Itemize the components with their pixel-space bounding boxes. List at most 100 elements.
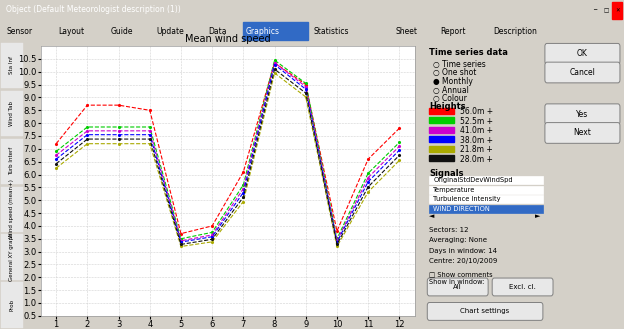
Text: ◄: ◄ <box>429 213 435 219</box>
FancyBboxPatch shape <box>427 278 488 296</box>
Bar <box>590 2 600 19</box>
Text: ○ Colour: ○ Colour <box>433 94 467 103</box>
52.5m <box>271 58 278 62</box>
Text: Turbulence Intensity: Turbulence Intensity <box>433 196 501 202</box>
Text: Sectors: 12: Sectors: 12 <box>429 227 469 233</box>
52.5m <box>333 237 341 241</box>
41.0m <box>84 129 91 133</box>
38.0m <box>302 87 310 91</box>
Line: 38.0m: 38.0m <box>54 63 401 244</box>
Text: □ Show comments: □ Show comments <box>429 271 493 277</box>
28.0m <box>52 162 60 166</box>
Text: Object (Default Meteorologist description (1)): Object (Default Meteorologist descriptio… <box>6 5 181 14</box>
Text: General XY graph: General XY graph <box>9 233 14 281</box>
Text: 38.0m +: 38.0m + <box>460 136 493 145</box>
Text: 41.0m +: 41.0m + <box>460 126 493 135</box>
28.0m <box>333 242 341 246</box>
FancyBboxPatch shape <box>427 303 543 320</box>
41.0m <box>52 153 60 157</box>
Text: Yes: Yes <box>577 110 588 119</box>
21.8m <box>240 199 247 203</box>
Text: Sta Inf: Sta Inf <box>9 56 14 74</box>
Text: OK: OK <box>577 49 588 58</box>
Bar <box>429 117 454 123</box>
Text: Update: Update <box>156 27 183 36</box>
Text: 52.5m +: 52.5m + <box>460 117 493 126</box>
21.8m <box>271 71 278 75</box>
38.0m <box>115 133 122 137</box>
28.0m <box>146 137 154 141</box>
Text: Data: Data <box>208 27 227 36</box>
Text: ✕: ✕ <box>615 8 620 13</box>
Bar <box>612 2 622 19</box>
Text: Signals: Signals <box>429 169 464 178</box>
52.5m <box>52 149 60 153</box>
21.8m <box>333 244 341 248</box>
Text: ○ Time series: ○ Time series <box>433 60 486 69</box>
Text: Prob: Prob <box>9 299 14 311</box>
56.0m <box>146 108 154 112</box>
Bar <box>429 205 543 213</box>
Bar <box>601 2 611 19</box>
38.0m <box>84 133 91 137</box>
28.0m <box>396 153 403 157</box>
Text: Description: Description <box>493 27 537 36</box>
52.5m <box>240 183 247 187</box>
28.0m <box>208 237 216 241</box>
21.8m <box>208 240 216 244</box>
Bar <box>429 108 454 114</box>
Bar <box>429 146 454 152</box>
21.8m <box>302 95 310 99</box>
Text: Chart settings: Chart settings <box>461 309 510 315</box>
56.0m <box>396 126 403 130</box>
Bar <box>429 195 543 203</box>
38.0m <box>271 63 278 66</box>
28.0m <box>177 242 185 246</box>
Bar <box>429 186 543 194</box>
Title: Mean wind speed: Mean wind speed <box>185 34 271 44</box>
Bar <box>429 155 454 162</box>
41.0m <box>240 187 247 190</box>
28.0m <box>271 67 278 71</box>
56.0m <box>364 157 372 161</box>
Line: 41.0m: 41.0m <box>54 61 401 242</box>
38.0m <box>177 240 185 244</box>
56.0m <box>52 142 60 146</box>
38.0m <box>364 180 372 184</box>
Text: Averaging: None: Averaging: None <box>429 237 487 243</box>
56.0m <box>302 83 310 87</box>
41.0m <box>364 176 372 180</box>
Bar <box>1 283 22 328</box>
38.0m <box>208 235 216 239</box>
38.0m <box>52 157 60 161</box>
Text: 21.8m +: 21.8m + <box>460 145 492 154</box>
Text: Wind speed (mean+): Wind speed (mean+) <box>9 180 14 239</box>
Bar <box>1 90 22 136</box>
Bar <box>1 42 22 88</box>
Bar <box>1 187 22 232</box>
28.0m <box>84 137 91 141</box>
41.0m <box>115 129 122 133</box>
21.8m <box>146 142 154 146</box>
21.8m <box>115 142 122 146</box>
Text: Cancel: Cancel <box>570 68 595 77</box>
41.0m <box>208 233 216 237</box>
Text: Next: Next <box>573 128 592 138</box>
Text: Wind Tab: Wind Tab <box>9 101 14 126</box>
Text: ○ Annual: ○ Annual <box>433 86 469 95</box>
Line: 28.0m: 28.0m <box>54 67 401 246</box>
FancyBboxPatch shape <box>545 43 620 64</box>
56.0m <box>333 229 341 233</box>
21.8m <box>177 244 185 248</box>
Text: □: □ <box>603 8 608 13</box>
56.0m <box>177 232 185 236</box>
28.0m <box>302 91 310 95</box>
52.5m <box>177 237 185 241</box>
Text: ►: ► <box>535 213 540 219</box>
38.0m <box>146 133 154 137</box>
21.8m <box>396 159 403 163</box>
Bar <box>429 176 543 184</box>
Text: Sheet: Sheet <box>396 27 417 36</box>
Text: Centre: 20/10/2009: Centre: 20/10/2009 <box>429 259 498 265</box>
Text: Turb Interf: Turb Interf <box>9 147 14 175</box>
